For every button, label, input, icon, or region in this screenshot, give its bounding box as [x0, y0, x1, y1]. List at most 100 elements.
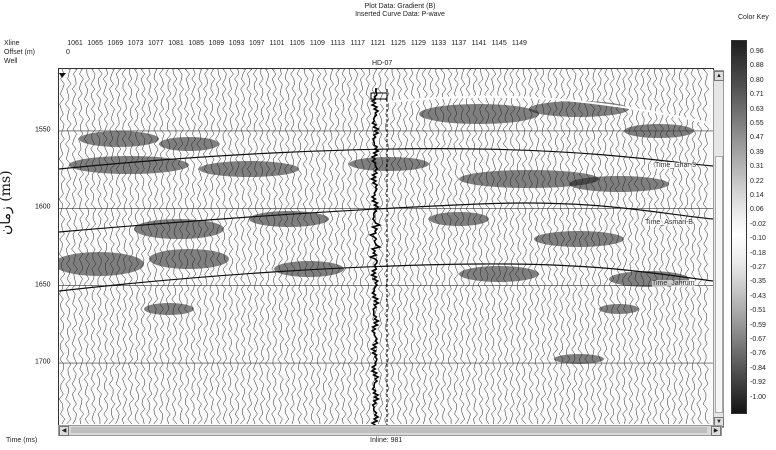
xline-tick-label: 1129 — [410, 40, 426, 47]
seismic-trace — [252, 69, 260, 425]
seismic-section[interactable] — [58, 68, 714, 426]
seismic-trace — [402, 69, 410, 425]
seismic-trace — [96, 69, 103, 425]
amplitude-anomaly — [534, 231, 624, 247]
seismic-trace — [514, 69, 522, 425]
xline-tick-label: 1117 — [350, 40, 366, 47]
horizon-top-streak — [368, 95, 713, 125]
color-key-label: -0.59 — [750, 321, 766, 329]
seismic-trace — [102, 69, 110, 425]
scroll-up-button[interactable]: ▲ — [714, 71, 724, 81]
seismic-trace — [164, 69, 172, 425]
xline-tick-label: 1105 — [289, 40, 305, 47]
color-key-label: -0.43 — [750, 292, 766, 300]
color-key-label: 0.31 — [750, 163, 764, 171]
time-axis-unit-label: Time (ms) — [6, 437, 38, 444]
xline-tick-label: 1137 — [451, 40, 467, 47]
seismic-trace — [621, 69, 628, 425]
horizon-label: Time_Ghar-3 — [655, 162, 696, 169]
well-marker — [370, 92, 388, 100]
seismic-trace — [108, 69, 116, 425]
seismic-trace — [146, 69, 153, 425]
seismic-trace — [471, 69, 478, 425]
amplitude-anomaly — [349, 157, 429, 171]
seismic-trace — [565, 69, 572, 425]
color-key-bar — [731, 40, 747, 414]
xline-tick-label: 1061 — [67, 40, 83, 47]
seismic-trace — [552, 69, 560, 425]
amplitude-anomaly — [419, 104, 539, 124]
seismic-trace — [239, 69, 247, 425]
seismic-trace — [314, 69, 322, 425]
xline-tick-label: 1149 — [511, 40, 527, 47]
seismic-trace — [196, 69, 203, 425]
color-key-label: 0.71 — [750, 91, 764, 99]
color-key-label: -0.18 — [750, 249, 766, 257]
seismic-trace — [608, 69, 616, 425]
seismic-trace — [658, 69, 666, 425]
seismic-trace — [421, 69, 428, 425]
seismic-trace — [302, 69, 309, 425]
time-tick-label: 1600 — [35, 203, 51, 211]
color-key-label: -0.76 — [750, 350, 766, 358]
seismic-trace — [539, 69, 547, 425]
color-key-label: 0.88 — [750, 62, 764, 70]
color-key-label: -0.27 — [750, 264, 766, 271]
seismic-trace — [571, 69, 578, 425]
seismic-traces-svg — [59, 69, 713, 425]
color-key-label: 0.55 — [750, 120, 764, 127]
seismic-trace — [639, 69, 647, 425]
seismic-trace — [189, 69, 197, 425]
color-key-label: 0.47 — [750, 134, 764, 142]
xline-tick-label: 1101 — [269, 40, 285, 47]
curve-data-title: Inserted Curve Data: P-wave — [355, 11, 445, 18]
seismic-trace — [277, 69, 285, 425]
amplitude-anomaly — [199, 161, 299, 177]
seismic-trace — [558, 69, 566, 425]
amplitude-anomaly — [459, 266, 539, 282]
scroll-right-button[interactable]: ▶ — [711, 426, 721, 436]
horizon-label: Time_Jahrum — [652, 280, 695, 287]
well-name-label: HD-07 — [372, 60, 393, 67]
vertical-scroll-thumb[interactable] — [715, 156, 723, 413]
color-key-labels: 0.96 0.88 0.80 0.71 0.63 0.55 0.47 0.39 0.31 0.22… — [750, 48, 776, 408]
horizon-label: Time_Asmari-B — [645, 219, 693, 226]
seismic-trace — [702, 69, 709, 425]
seismic-trace — [183, 69, 191, 425]
seismic-trace — [677, 69, 685, 425]
xline-tick-label: 1081 — [168, 40, 184, 47]
xline-tick-label: 1065 — [87, 40, 103, 47]
amplitude-anomaly — [459, 170, 599, 188]
seismic-trace — [339, 69, 347, 425]
seismic-trace — [246, 69, 253, 425]
amplitude-anomaly — [599, 304, 639, 314]
seismic-trace — [352, 69, 359, 425]
color-key-label: 0.14 — [750, 192, 764, 199]
amplitude-anomaly — [554, 354, 604, 364]
seismic-trace — [458, 69, 466, 425]
color-key-label: -0.51 — [750, 307, 766, 315]
horizontal-scrollbar[interactable]: ◀ ▶ — [58, 425, 722, 436]
offset-value: 0 — [66, 49, 70, 56]
plot-data-title: Plot Data: Gradient (B) — [364, 3, 436, 10]
seismic-trace — [477, 69, 484, 425]
seismic-trace — [208, 69, 216, 425]
horizontal-scroll-thumb[interactable] — [71, 427, 707, 433]
seismic-trace — [214, 69, 222, 425]
seismic-trace — [158, 69, 166, 425]
offset-row-label: Offset (m) — [4, 49, 35, 56]
xline-row-label: Xline — [4, 40, 20, 47]
seismic-trace — [221, 69, 228, 425]
amplitude-anomaly — [149, 249, 229, 269]
seismic-trace — [121, 69, 128, 425]
scroll-left-button[interactable]: ◀ — [59, 426, 69, 436]
seismic-trace — [64, 69, 72, 425]
xline-tick-label: 1093 — [228, 40, 245, 47]
seismic-trace — [346, 69, 353, 425]
seismic-trace — [139, 69, 147, 425]
seismic-trace — [414, 69, 422, 425]
seismic-trace — [289, 69, 297, 425]
seismic-trace — [271, 69, 278, 425]
seismic-trace — [527, 69, 534, 425]
vertical-scrollbar[interactable]: ▲ ▼ — [713, 70, 724, 428]
